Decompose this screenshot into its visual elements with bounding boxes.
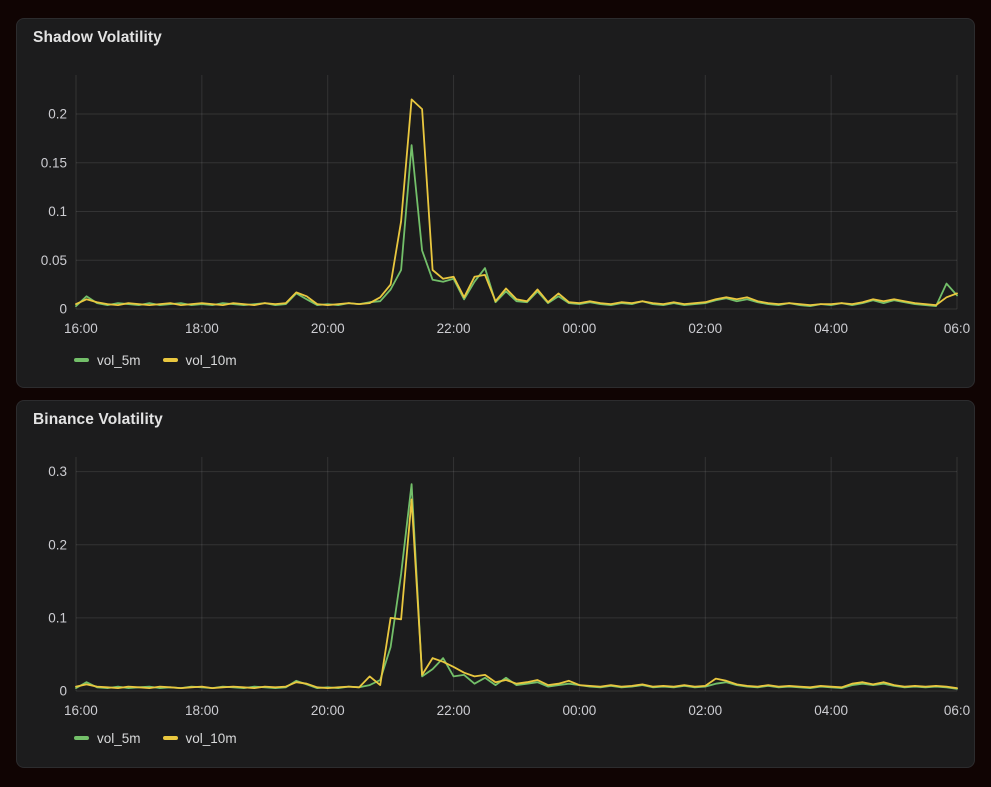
x-tick-label: 20:00 — [311, 703, 345, 718]
chart-canvas: 0 0.1 0.2 0.3 16:00 18:00 20:00 22:00 00:00 02:00… — [48, 457, 970, 718]
x-tick-label: 06:0 — [944, 703, 970, 718]
series-line-vol_5m — [75, 144, 958, 308]
series-line-vol_5m — [75, 483, 958, 690]
series-swatch-yellow — [162, 358, 178, 362]
y-tick-label: 0.2 — [48, 107, 67, 122]
legend-label: vol_10m — [185, 352, 237, 368]
legend-label: vol_5m — [97, 730, 141, 746]
panel-header[interactable]: Binance Volatility — [17, 401, 974, 439]
y-tick-label: 0.3 — [48, 464, 67, 479]
binance-volatility-chart: 0 0.1 0.2 0.3 16:00 18:00 20:00 22:00 00:00 02:00… — [17, 401, 974, 767]
panel-shadow-volatility: Shadow Volatility 0 0.05 0.1 0.15 0.2 16:00 18… — [16, 18, 975, 388]
y-tick-label: 0 — [59, 302, 67, 317]
x-tick-label: 22:00 — [437, 703, 471, 718]
legend: vol_5m vol_10m — [74, 349, 237, 371]
series-swatch-yellow — [162, 736, 178, 740]
y-tick-label: 0 — [59, 684, 67, 699]
y-tick-label: 0.15 — [41, 155, 67, 170]
y-tick-label: 0.1 — [48, 204, 67, 219]
panel-header[interactable]: Shadow Volatility — [17, 19, 974, 57]
x-tick-label: 16:00 — [64, 703, 98, 718]
series-swatch-green — [74, 736, 89, 740]
shadow-volatility-chart: 0 0.05 0.1 0.15 0.2 16:00 18:00 20:00 22:00 00:00… — [17, 19, 974, 387]
y-tick-label: 0.05 — [41, 253, 67, 268]
chart-canvas: 0 0.05 0.1 0.15 0.2 16:00 18:00 20:00 22:00 00:00… — [41, 75, 970, 336]
x-tick-label: 22:00 — [437, 321, 471, 336]
series-swatch-green — [74, 358, 89, 362]
x-tick-label: 18:00 — [185, 703, 219, 718]
x-tick-label: 20:00 — [311, 321, 345, 336]
x-tick-label: 18:00 — [185, 321, 219, 336]
x-tick-label: 00:00 — [563, 321, 597, 336]
x-tick-label: 02:00 — [688, 321, 722, 336]
x-tick-label: 00:00 — [563, 703, 597, 718]
legend-item-vol-5m[interactable]: vol_5m — [74, 731, 141, 746]
legend-label: vol_5m — [97, 352, 141, 368]
legend-item-vol-10m[interactable]: vol_10m — [162, 352, 237, 368]
x-tick-label: 16:00 — [64, 321, 98, 336]
legend-label: vol_10m — [185, 730, 237, 746]
x-tick-label: 04:00 — [814, 321, 848, 336]
y-tick-label: 0.1 — [48, 610, 67, 625]
legend: vol_5m vol_10m — [74, 727, 237, 749]
series-line-vol_10m — [75, 498, 958, 690]
y-tick-label: 0.2 — [48, 537, 67, 552]
legend-item-vol-5m[interactable]: vol_5m — [74, 353, 141, 368]
panel-binance-volatility: Binance Volatility 0 0.1 0.2 0.3 16:00 18:00 2… — [16, 400, 975, 768]
legend-item-vol-10m[interactable]: vol_10m — [162, 730, 237, 746]
x-tick-label: 06:0 — [944, 321, 970, 336]
panel-title: Binance Volatility — [33, 411, 163, 428]
series-line-vol_10m — [75, 98, 958, 307]
x-tick-label: 04:00 — [814, 703, 848, 718]
panel-title: Shadow Volatility — [33, 29, 162, 46]
x-tick-label: 02:00 — [688, 703, 722, 718]
